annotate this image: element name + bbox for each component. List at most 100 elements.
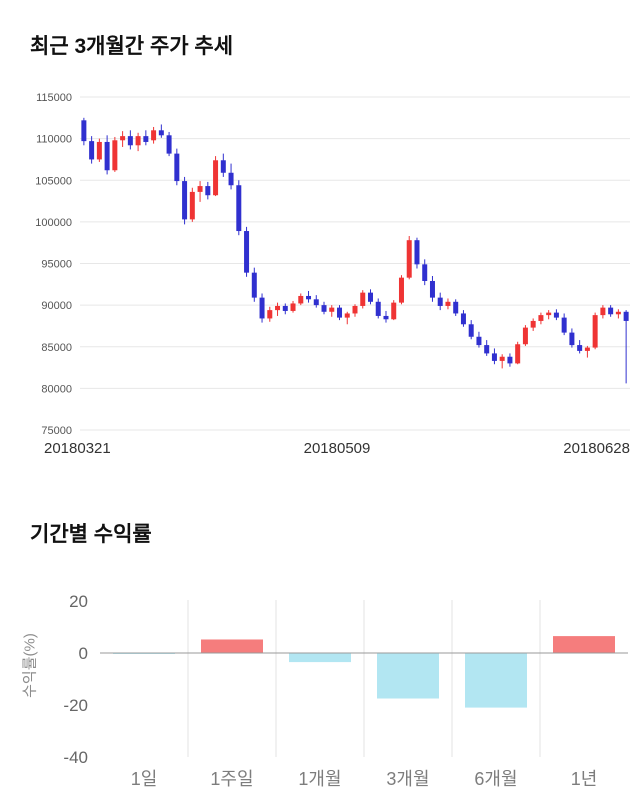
y-tick-label: 110000: [36, 134, 72, 146]
candle-body: [600, 307, 606, 316]
candle-body: [468, 324, 474, 337]
y-tick-label: 0: [79, 644, 88, 663]
candle-body: [337, 307, 343, 318]
candle-body: [220, 160, 226, 173]
candle-body: [135, 136, 141, 146]
return-bar: [289, 653, 351, 663]
period-return-title: 기간별 수익률: [30, 523, 152, 546]
candle-body: [507, 356, 513, 364]
candle-body: [259, 297, 265, 319]
y-tick-label: 90000: [41, 300, 72, 312]
x-axis-label-mid: 20180509: [303, 440, 371, 457]
y-tick-label: 100000: [35, 217, 72, 229]
period-return-bar-chart: 20 0 -20 -40 1일 1주일 1개월 3개월 6개월 1년: [63, 592, 628, 789]
candle-body: [96, 141, 102, 160]
candle-body: [406, 240, 412, 278]
candle-body: [561, 317, 567, 333]
candle-body: [553, 312, 559, 318]
candle-body: [491, 353, 497, 361]
candle-body: [112, 140, 118, 171]
category-label: 1년: [571, 769, 598, 789]
candle-body: [445, 301, 451, 306]
candle-body: [623, 311, 629, 321]
candle-body: [120, 136, 126, 141]
candle-body: [89, 141, 95, 160]
y-tick-label: 75000: [41, 425, 72, 437]
candle-body: [344, 313, 350, 318]
y-tick-label: 115000: [36, 92, 72, 104]
return-bar: [377, 653, 439, 699]
candle-body: [453, 301, 459, 314]
candle-body: [460, 313, 466, 325]
candle-body: [282, 305, 288, 311]
candle-x-axis-labels: 20180321 20180509 20180628: [44, 440, 630, 457]
candle-body: [267, 310, 273, 319]
candle-body: [546, 312, 552, 316]
candle-body: [151, 130, 157, 141]
y-tick-label: -20: [63, 696, 88, 715]
candle-body: [538, 315, 544, 321]
candle-body: [197, 186, 203, 192]
category-label: 6개월: [474, 769, 517, 789]
x-axis-label-end: 20180628: [563, 440, 630, 457]
candle-body: [174, 153, 180, 182]
candle-body: [530, 320, 536, 328]
y-tick-label: -40: [63, 748, 88, 767]
candle-body: [182, 181, 188, 220]
candle-body: [251, 272, 257, 298]
category-label: 1개월: [298, 769, 341, 789]
return-bar: [553, 636, 615, 653]
candle-body: [306, 295, 312, 300]
y-tick-label: 85000: [41, 342, 72, 354]
candle-body: [298, 295, 304, 304]
candle-body: [275, 305, 281, 311]
category-label: 1일: [131, 769, 158, 789]
candle-body: [615, 311, 621, 315]
candle-body: [244, 231, 250, 273]
candle-body: [484, 345, 490, 354]
candle-body: [584, 347, 590, 351]
candle-body: [104, 141, 110, 171]
candle-body: [577, 345, 583, 351]
candle-body: [422, 264, 428, 281]
candle-body: [205, 186, 211, 196]
candle-body: [143, 136, 149, 142]
candle-body: [213, 160, 219, 196]
category-label: 1주일: [210, 769, 253, 789]
candle-body: [522, 327, 528, 345]
candle-body: [391, 302, 397, 320]
candle-body: [592, 315, 598, 348]
return-bar: [465, 653, 527, 708]
candle-body: [290, 303, 296, 311]
candle-body: [189, 191, 195, 220]
candle-body: [375, 301, 381, 316]
category-label: 3개월: [386, 769, 429, 789]
candle-body: [499, 356, 505, 361]
candle-body: [367, 292, 373, 302]
candle-body: [228, 172, 234, 186]
candle-body: [383, 315, 389, 320]
price-trend-title: 최근 3개월간 주가 추세: [30, 35, 234, 58]
y-tick-label: 105000: [35, 175, 72, 187]
candle-body: [429, 280, 435, 298]
x-axis-label-start: 20180321: [44, 440, 111, 457]
candle-body: [321, 305, 327, 312]
candle-body: [515, 344, 521, 364]
candle-body: [313, 299, 319, 306]
candle-body: [476, 336, 482, 346]
candle-body: [236, 185, 242, 232]
return-bar: [201, 639, 263, 653]
candle-body: [329, 307, 335, 312]
candle-body: [158, 130, 164, 136]
candle-body: [166, 135, 172, 154]
y-tick-label: 20: [69, 592, 88, 611]
y-tick-label: 80000: [41, 383, 72, 395]
candle-body: [398, 277, 404, 303]
candle-body: [437, 297, 443, 306]
candle-body: [569, 332, 575, 346]
candle-body: [81, 120, 87, 142]
candle-body: [352, 305, 358, 314]
price-candlestick-chart: 75000 80000 85000 90000 95000 100000 105000 110…: [35, 92, 630, 437]
y-tick-label: 95000: [41, 259, 72, 271]
